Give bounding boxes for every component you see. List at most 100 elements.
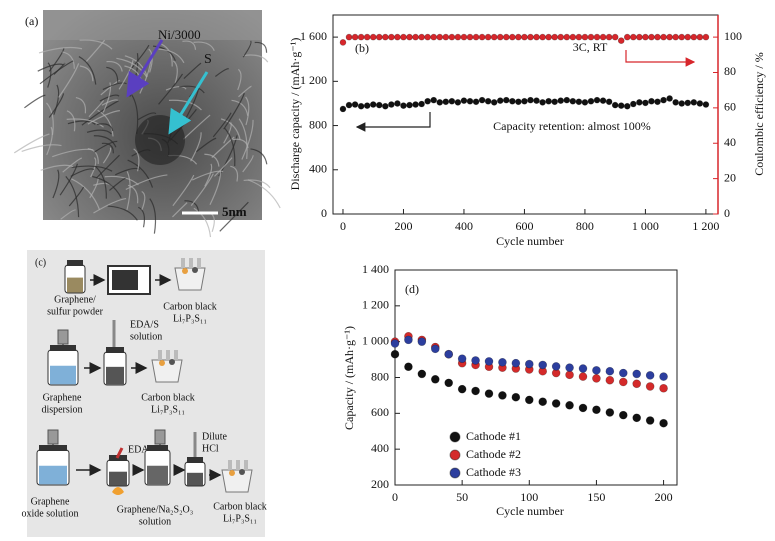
lattice-fringe: [193, 207, 212, 238]
vial-cap: [106, 347, 124, 353]
lattice-fringe: [127, 159, 154, 188]
legend-label: Cathode #1: [466, 429, 521, 443]
y2-tick-label: 0: [724, 206, 730, 220]
point: [521, 97, 528, 105]
lattice-fringe: [137, 206, 146, 228]
legend-marker: [449, 449, 461, 461]
schematic-label: Dilute: [202, 431, 228, 442]
crucible-pin: [189, 258, 193, 268]
point: [527, 33, 534, 41]
vial-cap: [187, 457, 203, 463]
point: [539, 33, 546, 41]
x-tick-label: 1 000: [632, 219, 659, 233]
point: [565, 370, 574, 380]
point: [339, 105, 347, 113]
point: [563, 96, 571, 104]
crucible-pin: [158, 350, 162, 360]
point: [484, 97, 492, 105]
point: [417, 369, 427, 379]
point: [545, 33, 552, 41]
point: [444, 349, 454, 359]
point: [471, 386, 480, 396]
point: [565, 400, 574, 410]
schematic-label: EDA: [128, 444, 149, 455]
crucible-pin: [197, 258, 201, 268]
point: [400, 33, 407, 41]
point: [684, 33, 692, 41]
point: [642, 33, 649, 41]
point: [509, 97, 516, 105]
point: [551, 33, 558, 41]
lattice-fringe: [179, 85, 205, 94]
point: [498, 357, 507, 367]
lattice-fringe: [230, 165, 239, 182]
point: [484, 357, 494, 366]
lattice-fringe: [96, 154, 120, 179]
point: [632, 369, 642, 379]
point: [605, 366, 615, 376]
lattice-fringe: [101, 142, 114, 154]
lattice-fringe: [86, 129, 112, 135]
lattice-fringe: [214, 157, 233, 177]
point: [388, 101, 395, 108]
powder: [169, 359, 175, 365]
flame: [112, 487, 124, 495]
x-tick-label: 0: [392, 490, 398, 504]
lattice-fringe: [96, 123, 114, 132]
point: [382, 33, 389, 41]
point: [617, 102, 625, 109]
point: [672, 99, 679, 106]
point: [538, 360, 548, 370]
crucible-pin: [228, 460, 232, 470]
vial-cap: [67, 260, 83, 266]
schematic-label: Li₇P₃S₁₁: [223, 513, 257, 524]
annotation: Ni/3000: [158, 27, 201, 42]
point: [551, 399, 561, 408]
stirrer: [154, 429, 166, 445]
point: [404, 362, 413, 372]
point: [581, 99, 589, 106]
y-tick-label: 1 200: [300, 73, 327, 87]
x-tick-label: 200: [655, 490, 673, 504]
point: [472, 33, 480, 41]
annotation: 3C, RT: [573, 40, 608, 54]
point: [454, 33, 462, 41]
lattice-fringe: [125, 174, 168, 190]
crucible: [151, 359, 183, 383]
point: [575, 98, 583, 106]
point: [460, 33, 468, 41]
lattice-fringe: [224, 127, 236, 167]
point: [623, 102, 631, 110]
schematic-label: dispersion: [41, 404, 82, 415]
y-tick-label: 0: [321, 206, 327, 220]
tem-image: [43, 10, 262, 220]
lattice-fringe: [209, 170, 222, 206]
lattice-fringe: [183, 62, 202, 79]
schematic-label: HCl: [202, 443, 219, 454]
point: [533, 33, 540, 41]
point: [502, 33, 510, 41]
lattice-fringe: [38, 46, 83, 54]
lattice-fringe: [106, 60, 123, 72]
lattice-fringe: [137, 112, 157, 121]
lattice-fringe: [48, 93, 65, 118]
lattice-fringe: [46, 102, 54, 136]
x-axis-label: Cycle number: [496, 504, 564, 518]
schematic-label: (c): [35, 257, 46, 268]
point: [375, 101, 383, 109]
point: [496, 97, 504, 104]
lattice-fringe: [158, 73, 184, 105]
vial-content: [147, 465, 168, 485]
point: [369, 33, 377, 41]
point: [533, 97, 540, 104]
point: [394, 33, 401, 41]
lattice-fringe: [193, 41, 215, 51]
point: [623, 33, 631, 41]
point: [611, 33, 619, 41]
point: [490, 99, 498, 106]
point: [406, 101, 413, 109]
point: [593, 33, 601, 41]
point: [490, 33, 498, 41]
lattice-fringe: [78, 56, 97, 85]
